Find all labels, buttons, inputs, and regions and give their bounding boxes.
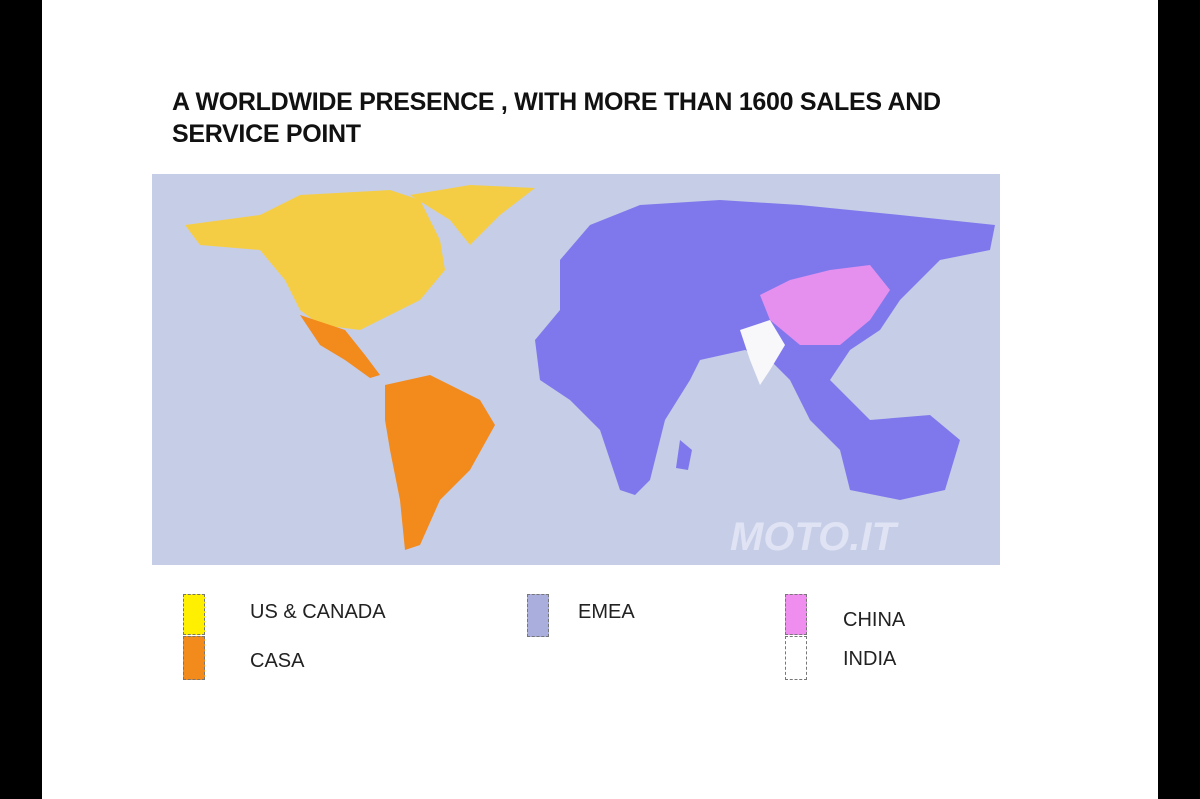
- region-casa: [385, 375, 495, 550]
- slide: A WORLDWIDE PRESENCE , WITH MORE THAN 16…: [42, 0, 1158, 799]
- world-map: MOTO.IT: [152, 174, 1000, 565]
- region-india: [740, 320, 785, 385]
- watermark: MOTO.IT: [730, 515, 899, 559]
- legend-swatch: [527, 594, 549, 637]
- legend-label: EMEA: [578, 601, 635, 623]
- legend-swatch: [785, 636, 807, 680]
- region-emea: [676, 440, 692, 470]
- legend-label: US & CANADA: [250, 601, 386, 623]
- legend-label: INDIA: [843, 648, 897, 670]
- region-us-canada: [185, 190, 445, 330]
- title-line: SERVICE POINT: [172, 120, 361, 148]
- title-line: A WORLDWIDE PRESENCE , WITH MORE THAN 16…: [172, 88, 941, 116]
- region-china: [760, 265, 890, 345]
- region-casa: [300, 315, 380, 378]
- legend-label: CASA: [250, 650, 305, 672]
- legend-label: CHINA: [843, 609, 906, 631]
- legend-swatch: [183, 636, 205, 680]
- legend-swatch: [183, 594, 205, 635]
- region-greenland: [410, 185, 535, 245]
- legend-swatch: [785, 594, 807, 635]
